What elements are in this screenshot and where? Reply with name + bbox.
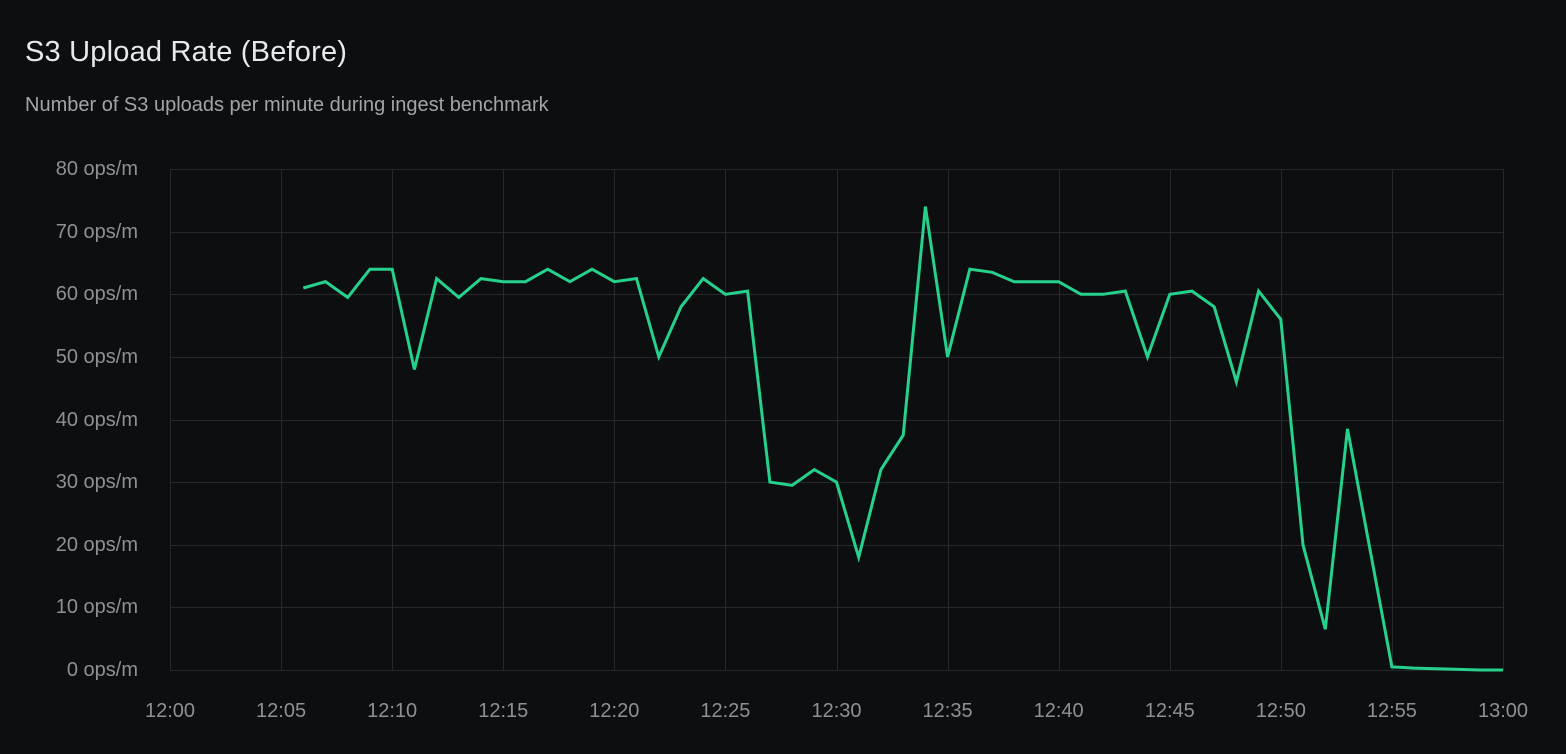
x-tick-label: 12:50 <box>1255 700 1306 722</box>
x-tick-label: 12:10 <box>367 700 418 722</box>
x-tick-label: 12:00 <box>144 700 196 722</box>
y-tick-label: 30 ops/m <box>55 471 138 494</box>
y-tick-label: 80 ops/m <box>55 158 138 180</box>
y-tick-label: 10 ops/m <box>55 596 138 619</box>
x-tick-label: 12:40 <box>1033 700 1084 722</box>
panel-title: S3 Upload Rate (Before) <box>25 36 348 68</box>
y-tick-label: 50 ops/m <box>55 345 138 368</box>
series-line <box>302 206 1503 672</box>
y-tick-label: 0 ops/m <box>66 659 138 681</box>
y-tick-label: 60 ops/m <box>55 283 138 306</box>
y-tick-label: 20 ops/m <box>55 533 138 556</box>
x-tick-label: 12:55 <box>1366 700 1417 722</box>
x-tick-label: 12:20 <box>589 700 640 722</box>
x-tick-label: 12:45 <box>1144 700 1195 722</box>
x-tick-label: 12:25 <box>700 700 751 722</box>
x-tick-label: 12:30 <box>811 700 862 722</box>
panel-subtitle: Number of S3 uploads per minute during i… <box>25 94 549 116</box>
y-tick-label: 40 ops/m <box>55 408 138 431</box>
x-tick-label: 12:15 <box>478 700 529 722</box>
x-tick-label: 12:35 <box>922 700 973 722</box>
grid-lines <box>170 169 1504 671</box>
x-tick-label: 13:00 <box>1477 700 1529 722</box>
y-tick-label: 70 ops/m <box>55 220 138 243</box>
x-tick-label: 12:05 <box>256 700 307 722</box>
